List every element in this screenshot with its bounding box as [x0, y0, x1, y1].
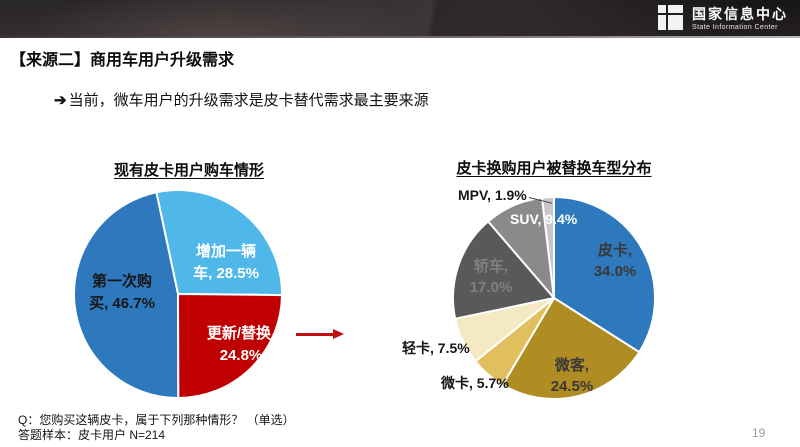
- flow-arrow: [296, 333, 334, 336]
- page-subtitle: ➔ 当前，微车用户的升级需求是皮卡替代需求最主要来源: [54, 89, 429, 110]
- arrow-bullet-icon: ➔: [54, 92, 67, 109]
- pie2-label-mpv: MPV, 1.9%: [458, 187, 527, 203]
- right-chart-title: 皮卡换购用户被替换车型分布: [456, 160, 652, 177]
- pie2-label-sedan: 轿车, 17.0%: [469, 258, 513, 296]
- pie2-label-mini-truck: 微卡, 5.7%: [441, 375, 509, 391]
- pie1-label-first-purchase: 第一次购 买, 46.7%: [89, 273, 155, 312]
- pie-slice-MPV: [540, 196, 555, 299]
- page-number: 19: [752, 426, 766, 440]
- flow-arrow-head-icon: [333, 329, 344, 339]
- pie1-label-replace: 更新/替换, 24.8%: [206, 325, 276, 364]
- header-bottom-divider: [0, 36, 800, 38]
- footnote-sample: 答题样本：皮卡用户 N=214: [18, 428, 166, 442]
- footnote-question: Q：您购买这辆皮卡，属于下列那种情形？ （单选）: [18, 413, 295, 427]
- pie-slice-轿车: [452, 220, 555, 320]
- left-chart-title: 现有皮卡用户购车情形: [113, 162, 264, 179]
- footnote: Q：您购买这辆皮卡，属于下列那种情形？ （单选） 答题样本：皮卡用户 N=214: [18, 413, 295, 443]
- pie-slice-第一次购买: [73, 191, 180, 400]
- pie-slice-增加一辆车: [155, 189, 283, 297]
- pie-existing-pickup-users: [73, 189, 283, 400]
- org-logo: 国家信息中心 State Information Center: [658, 5, 788, 32]
- pie2-label-pickup: 皮卡, 34.0%: [593, 242, 637, 280]
- page-subtitle-text: 当前，微车用户的升级需求是皮卡替代需求最主要来源: [68, 92, 429, 109]
- header-band: 国家信息中心 State Information Center: [0, 0, 800, 38]
- state-information-center-icon: [658, 5, 685, 32]
- logo-title-cn: 国家信息中心: [692, 5, 788, 22]
- pie2-label-suv: SUV, 9.4%: [510, 211, 578, 227]
- pie2-label-light-truck: 轻卡, 7.5%: [402, 340, 470, 356]
- pie-slice-更新/替换: [177, 293, 283, 399]
- pie1-label-add-vehicle: 增加一辆 车, 28.5%: [193, 243, 259, 282]
- pie-replaced-vehicle-types: [452, 196, 656, 400]
- logo-text: 国家信息中心 State Information Center: [692, 6, 788, 32]
- logo-title-en: State Information Center: [692, 23, 778, 31]
- page-title: 【来源二】商用车用户升级需求: [10, 52, 235, 69]
- pie-slice-微客: [501, 297, 641, 400]
- pie2-label-minivan: 微客, 24.5%: [550, 357, 594, 395]
